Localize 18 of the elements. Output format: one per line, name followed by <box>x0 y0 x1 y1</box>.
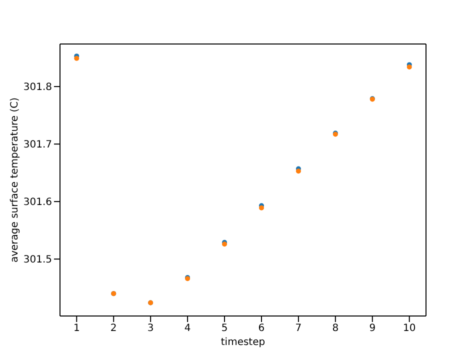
y-tick-label: 301.6 <box>23 197 52 208</box>
y-tick-label: 301.7 <box>23 140 52 151</box>
x-axis-title: timestep <box>220 337 266 348</box>
x-tick-label: 4 <box>184 323 191 334</box>
x-tick-label: 9 <box>369 323 376 334</box>
x-tick-label: 8 <box>332 323 339 334</box>
x-tick-label: 5 <box>221 323 228 334</box>
point <box>406 64 412 70</box>
x-tick-label: 10 <box>402 323 416 334</box>
x-tick-label: 6 <box>258 323 265 334</box>
y-axis-title: average surface temperature (C) <box>10 97 21 263</box>
x-tick-label: 3 <box>147 323 154 334</box>
x-tick-label: 2 <box>110 323 117 334</box>
x-tick-label: 7 <box>295 323 302 334</box>
point <box>296 168 301 174</box>
x-tick-label: 1 <box>73 323 80 334</box>
y-tick-label: 301.8 <box>23 82 52 94</box>
y-tick-label: 301.5 <box>23 254 52 266</box>
